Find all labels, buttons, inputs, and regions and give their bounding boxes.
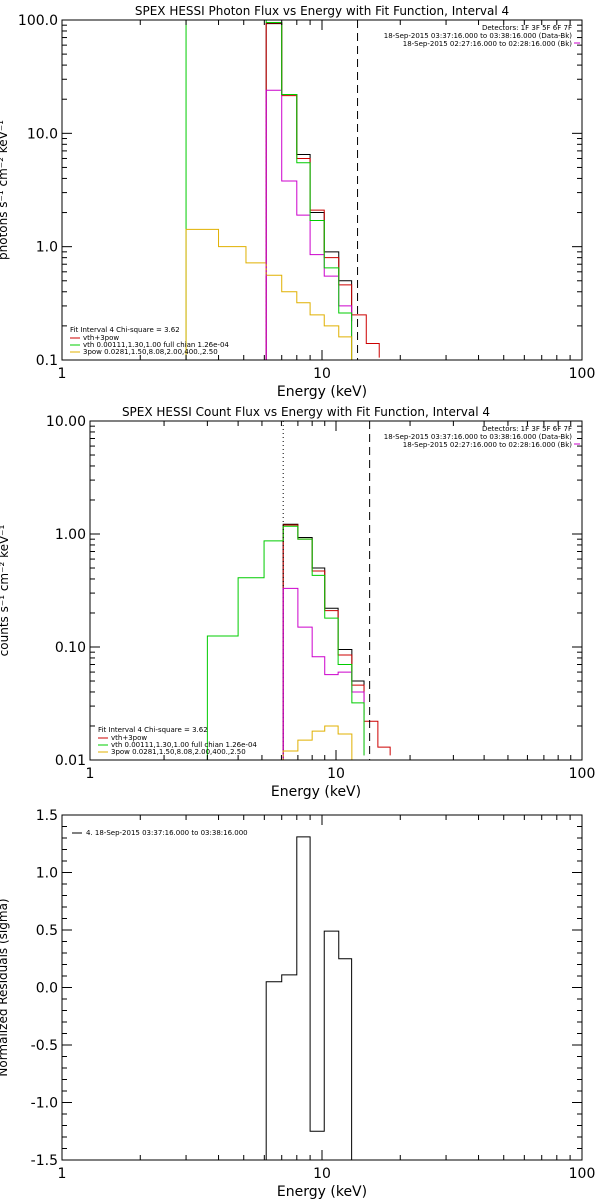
legend-label: vth 0.00111,1.30,1.00 full chian 1.26e-0… bbox=[111, 741, 257, 749]
series-group bbox=[265, 836, 353, 1160]
series-1-line bbox=[265, 836, 353, 1160]
series-group bbox=[206, 523, 391, 760]
y-axis-label: counts s⁻¹ cm⁻² keV⁻¹ bbox=[0, 524, 11, 656]
y-tick-label: 1.0 bbox=[36, 866, 58, 882]
x-tick-label: 10 bbox=[313, 366, 331, 382]
y-tick-label: 1.0 bbox=[36, 240, 58, 256]
legend-label: vth 0.00111,1.30,1.00 full chian 1.26e-0… bbox=[83, 341, 229, 349]
series-4-line bbox=[206, 525, 365, 760]
y-tick-label: 100.0 bbox=[18, 13, 58, 29]
x-tick-label: 100 bbox=[569, 766, 596, 782]
y-axis-label: Normalized Residuals (sigma) bbox=[0, 898, 10, 1076]
y-tick-label: 10.0 bbox=[27, 126, 58, 142]
info-line: 18-Sep-2015 03:37:16.000 to 03:38:16.000… bbox=[384, 433, 573, 441]
legend-label: 4. 18-Sep-2015 03:37:16.000 to 03:38:16.… bbox=[86, 829, 248, 837]
series-2-line bbox=[282, 524, 391, 760]
x-axis-label: Energy (keV) bbox=[277, 1184, 367, 1200]
legend-label: vth+3pow bbox=[111, 734, 147, 742]
plot-frame bbox=[89, 420, 583, 761]
legend-label: 3pow 0.0281,1.50,8.08,2.00,400.,2.50 bbox=[111, 748, 246, 756]
x-tick-label: 1 bbox=[58, 1166, 67, 1182]
y-tick-label: 0.5 bbox=[36, 923, 58, 939]
y-tick-label: 0.10 bbox=[55, 640, 86, 656]
series-5-line bbox=[185, 228, 353, 360]
y-tick-label: 10.00 bbox=[46, 414, 86, 430]
series-4-line bbox=[185, 20, 353, 360]
legend-label: 3pow 0.0281,1.50,8.08,2.00,400.,2.50 bbox=[83, 348, 218, 356]
y-tick-label: 1.5 bbox=[36, 808, 58, 824]
plot-frame bbox=[61, 19, 583, 361]
x-axis-label: Energy (keV) bbox=[271, 784, 361, 800]
plot-frame bbox=[61, 814, 583, 1161]
series-2-line bbox=[265, 22, 380, 360]
chart-2: 1 10 100 0.01 0.10 1.00 10.00 SPEX HESSI Count … bbox=[0, 405, 595, 800]
info-line: Detectors: 1F 3F 5F 6F 7F bbox=[482, 24, 572, 32]
y-tick-label: -1.5 bbox=[31, 1153, 58, 1169]
fit-text: Fit Interval 4 Chi-square = 3.62 bbox=[70, 326, 180, 334]
y-tick-label: 0.0 bbox=[36, 981, 58, 997]
series-group bbox=[185, 20, 380, 360]
y-tick-label: 0.01 bbox=[55, 753, 86, 769]
x-tick-label: 10 bbox=[313, 1166, 331, 1182]
info-line: Detectors: 1F 3F 5F 6F 7F bbox=[482, 425, 572, 433]
x-tick-label: 100 bbox=[569, 1166, 596, 1182]
x-axis-label: Energy (keV) bbox=[277, 384, 367, 400]
x-tick-label: 100 bbox=[569, 366, 596, 382]
x-tick-label: 10 bbox=[327, 766, 345, 782]
chart-3: 1 10 100 -1.5 -1.0 -0.5 0.0 0.5 1.0 1.5 Energy (ke… bbox=[0, 808, 595, 1200]
y-tick-label: 0.1 bbox=[36, 353, 58, 369]
y-axis-label: photons s⁻¹ cm⁻² keV⁻¹ bbox=[0, 120, 10, 260]
x-tick-label: 1 bbox=[58, 366, 67, 382]
info-line: 18-Sep-2015 02:27:16.000 to 02:28:16.000… bbox=[403, 40, 573, 48]
x-tick-label: 1 bbox=[86, 766, 95, 782]
legend-label: vth+3pow bbox=[83, 334, 119, 342]
fit-text: Fit Interval 4 Chi-square = 3.62 bbox=[98, 726, 208, 734]
y-tick-label: -1.0 bbox=[31, 1096, 58, 1112]
info-line: 18-Sep-2015 02:27:16.000 to 02:28:16.000… bbox=[403, 441, 573, 449]
chart-title: SPEX HESSI Count Flux vs Energy with Fit… bbox=[122, 405, 490, 419]
chart-1: 1 10 100 0.1 1.0 10.0 100.0 SPEX HESSI Photon F… bbox=[0, 4, 596, 400]
info-line: 18-Sep-2015 03:37:16.000 to 03:38:16.000… bbox=[384, 32, 573, 40]
y-tick-label: 1.00 bbox=[55, 527, 86, 543]
chart-title: SPEX HESSI Photon Flux vs Energy with Fi… bbox=[135, 4, 509, 18]
series-5-line bbox=[282, 725, 365, 760]
y-tick-label: -0.5 bbox=[31, 1038, 58, 1054]
